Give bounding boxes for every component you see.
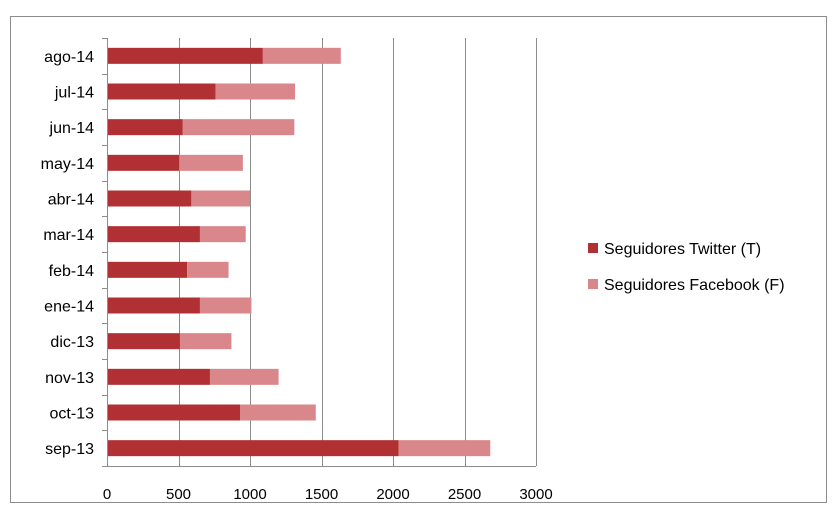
legend-swatch: [588, 279, 598, 289]
bar-twitter: [107, 47, 263, 64]
bars: [107, 47, 491, 457]
y-tick-label: jun-14: [49, 120, 95, 137]
x-tick-label: 0: [103, 486, 111, 503]
x-tick-label: 2500: [448, 486, 481, 503]
y-tick-label: feb-14: [49, 263, 94, 280]
bar-twitter: [107, 261, 188, 278]
bar-twitter: [107, 83, 216, 100]
bar-facebook: [262, 47, 341, 64]
bar-twitter: [107, 333, 180, 350]
bar-twitter: [107, 154, 180, 171]
legend-swatch: [588, 243, 598, 253]
y-tick-label: mar-14: [43, 227, 94, 244]
bar-facebook: [209, 368, 279, 385]
bar-twitter: [107, 297, 200, 314]
legend-label: Seguidores Twitter (T): [604, 241, 761, 258]
y-tick-label: ago-14: [44, 49, 94, 66]
bar-twitter: [107, 440, 399, 457]
bar-twitter: [107, 190, 192, 207]
y-tick-label: jul-14: [54, 85, 94, 102]
axes: 0 500 1000 1500 2000 2500 3000 sep-13 oct-13 nov-…: [41, 38, 553, 503]
bar-twitter: [107, 226, 200, 243]
bar-facebook: [191, 190, 250, 207]
bar-facebook: [182, 119, 295, 136]
x-tick-label: 1000: [233, 486, 266, 503]
y-tick-label: oct-13: [50, 406, 95, 423]
gridlines: [179, 38, 537, 466]
legend: Seguidores Twitter (T) Seguidores Faceboo…: [588, 241, 785, 294]
bar-facebook: [239, 404, 316, 421]
bar-facebook: [199, 226, 246, 243]
x-tick-label: 2000: [376, 486, 409, 503]
y-tick-label: sep-13: [45, 441, 94, 458]
x-tick-label: 1500: [305, 486, 338, 503]
y-tick-label: nov-13: [45, 370, 94, 387]
y-tick-label: dic-13: [50, 334, 94, 351]
x-tick-label: 3000: [519, 486, 552, 503]
bar-facebook: [187, 261, 229, 278]
bar-twitter: [107, 404, 240, 421]
legend-label: Seguidores Facebook (F): [604, 277, 785, 294]
bar-twitter: [107, 368, 210, 385]
bar-facebook: [199, 297, 252, 314]
bar-facebook: [179, 333, 232, 350]
y-tick-label: may-14: [41, 156, 94, 173]
bar-facebook: [215, 83, 296, 100]
x-tick-label: 500: [166, 486, 191, 503]
y-tick-label: abr-14: [48, 192, 94, 209]
y-tick-label: ene-14: [44, 299, 94, 316]
bar-facebook: [179, 154, 243, 171]
bar-twitter: [107, 119, 183, 136]
bar-facebook: [398, 440, 491, 457]
